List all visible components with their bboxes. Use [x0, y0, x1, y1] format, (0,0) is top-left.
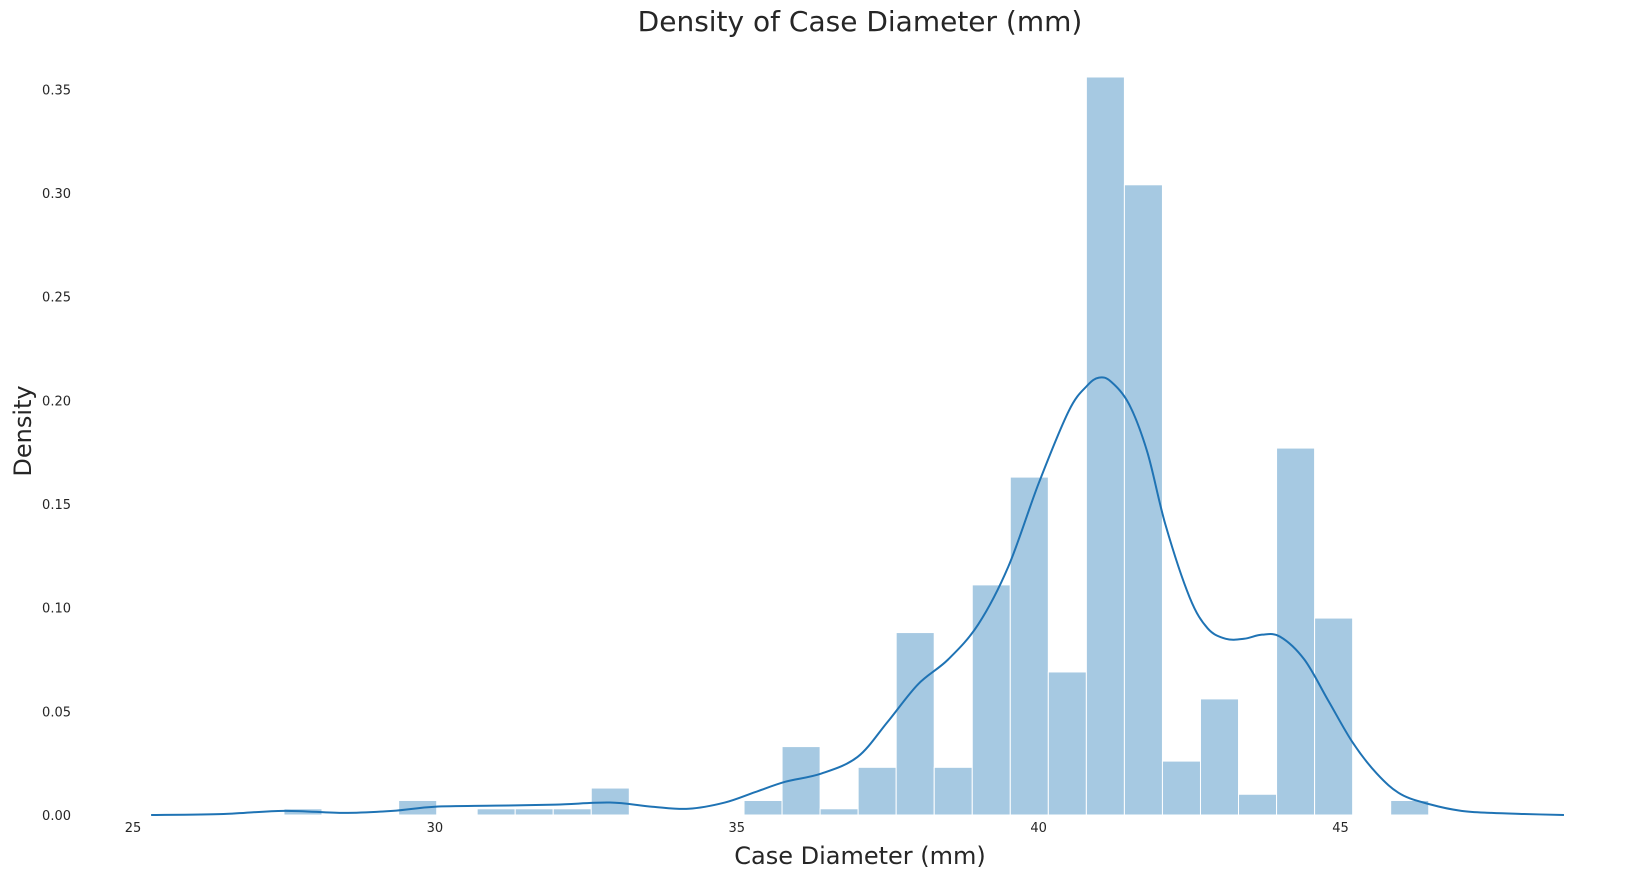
histogram-bar-5: [590, 787, 630, 816]
y-axis-label: Density: [9, 385, 37, 476]
histogram-bar-11: [933, 766, 973, 816]
histogram-bar-14: [1047, 671, 1087, 816]
y-tick-label: 0.15: [42, 498, 71, 513]
histogram-bar-22: [1390, 799, 1430, 816]
histogram-bar-17: [1161, 760, 1201, 816]
histogram-bar-13: [1009, 476, 1049, 816]
y-tick-label: 0.20: [42, 394, 71, 409]
y-axis-ticks: 0.00 0.05 0.10 0.15 0.20 0.25 0.30 0.35: [42, 83, 71, 824]
x-tick-label: 30: [427, 821, 444, 836]
histogram-bar-21: [1314, 617, 1354, 816]
histogram-bar-20: [1276, 447, 1316, 816]
y-tick-label: 0.05: [42, 705, 71, 720]
chart-title: Density of Case Diameter (mm): [638, 5, 1083, 38]
y-tick-label: 0.00: [42, 809, 71, 824]
x-tick-label: 35: [729, 821, 746, 836]
histogram-bar-4: [552, 808, 592, 816]
x-axis-ticks: 25 30 35 40 45: [125, 821, 1349, 836]
y-tick-label: 0.35: [42, 83, 71, 98]
kde-line: [151, 376, 1564, 816]
x-axis-label: Case Diameter (mm): [734, 842, 986, 870]
y-tick-label: 0.30: [42, 187, 71, 202]
histogram-bar-19: [1238, 793, 1278, 816]
x-tick-label: 25: [125, 821, 142, 836]
x-tick-label: 45: [1332, 821, 1349, 836]
y-tick-label: 0.10: [42, 602, 71, 617]
histogram-bar-10: [895, 632, 935, 816]
histogram-bar-3: [514, 808, 554, 816]
histogram-bar-18: [1199, 698, 1240, 816]
histogram-bar-16: [1123, 184, 1163, 816]
histogram-bar-9: [857, 766, 897, 816]
histogram-bar-12: [971, 584, 1011, 816]
histogram-bars: [283, 76, 1430, 816]
histogram-bar-8: [819, 808, 859, 816]
x-tick-label: 40: [1030, 821, 1047, 836]
histogram-bar-2: [476, 808, 516, 816]
histogram-bar-6: [743, 799, 783, 816]
histogram-bar-15: [1085, 76, 1125, 816]
y-tick-label: 0.25: [42, 291, 71, 306]
